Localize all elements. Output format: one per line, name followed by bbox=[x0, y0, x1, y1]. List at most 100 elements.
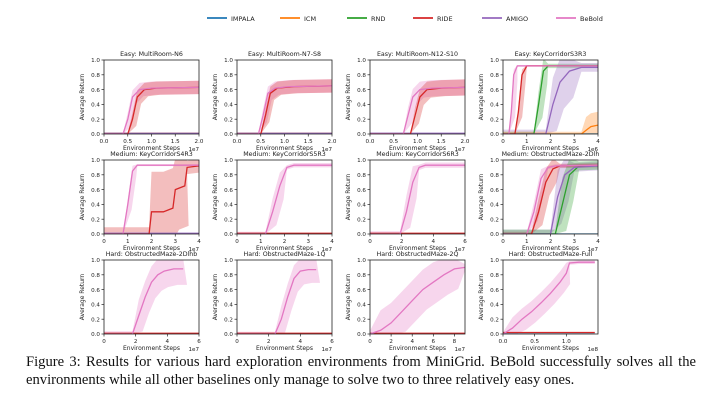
x-axis-label: Environment Steps bbox=[389, 345, 446, 352]
x-tick-label: 1.0 bbox=[147, 139, 156, 145]
y-axis-label: Average Return bbox=[79, 174, 86, 221]
y-tick-label: 1.0 bbox=[224, 58, 233, 64]
plot-area bbox=[370, 260, 465, 334]
y-tick-label: 0.4 bbox=[224, 103, 233, 109]
x-axis-label: Environment Steps bbox=[123, 345, 180, 352]
x-axis-label: Environment Steps bbox=[389, 145, 446, 152]
plot-area bbox=[237, 79, 332, 134]
y-axis-label: Average Return bbox=[478, 174, 485, 221]
subplot-12: Hard: ObstructedMaze-Full 0.0 0.2 0.4 0.6 0.8… bbox=[478, 251, 598, 352]
subplot-9: Hard: ObstructedMaze-2Dlhb 0.0 0.2 0.4 0.6 0.… bbox=[79, 251, 201, 352]
x-tick-label: 6 bbox=[330, 339, 334, 345]
y-tick-label: 0.0 bbox=[91, 332, 100, 338]
x-tick-label: 0.0 bbox=[366, 139, 375, 145]
x-scale-label: 1e7 bbox=[454, 247, 465, 253]
band-ride bbox=[503, 65, 598, 134]
subplot-grid: Easy: MultiRoom-N6 0.0 0.2 0.4 0.6 0.8 1.0 0.0 0… bbox=[79, 51, 600, 352]
line-amigo bbox=[503, 165, 598, 234]
legend-entry-amigo: AMIGO bbox=[482, 15, 528, 23]
band-amigo bbox=[503, 160, 598, 234]
axes-frame bbox=[369, 159, 466, 235]
x-scale-label: 1e7 bbox=[321, 147, 332, 153]
y-tick-label: 0.2 bbox=[357, 317, 366, 323]
subplot-title: Hard: ObstructedMaze-Full bbox=[509, 251, 593, 258]
y-tick-label: 0.6 bbox=[490, 288, 499, 294]
y-tick-label: 1.0 bbox=[357, 258, 366, 264]
x-axis-label: Environment Steps bbox=[256, 345, 313, 352]
line-bebold bbox=[104, 268, 184, 334]
y-tick-label: 0.2 bbox=[357, 117, 366, 123]
y-tick-label: 0.2 bbox=[224, 217, 233, 223]
axes-frame bbox=[502, 259, 599, 335]
plot-area bbox=[503, 160, 598, 234]
x-tick-label: 0.5 bbox=[256, 139, 265, 145]
x-scale-label: 1e7 bbox=[321, 247, 332, 253]
y-tick-label: 0.8 bbox=[357, 273, 366, 279]
y-axis-label: Average Return bbox=[212, 74, 219, 121]
subplot-title: Hard: ObstructedMaze-2Q bbox=[377, 251, 459, 258]
line-icm bbox=[503, 124, 598, 134]
subplot-title: Easy: MultiRoom-N6 bbox=[120, 51, 183, 58]
y-tick-label: 0.0 bbox=[224, 232, 233, 238]
y-tick-label: 0.6 bbox=[224, 88, 233, 94]
figure-grid: IMPALA ICM RND RIDE AMIGO BeBold Easy: MultiR… bbox=[79, 15, 603, 352]
axes-frame bbox=[369, 259, 466, 335]
y-tick-label: 0.6 bbox=[91, 288, 100, 294]
subplot-4: Easy: KeyCorridorS3R3 0.0 0.2 0.4 0.6 0.8 1.0 0… bbox=[478, 51, 600, 153]
x-scale-label: 1e7 bbox=[321, 347, 332, 352]
legend-entry-bebold: BeBold bbox=[556, 15, 603, 23]
y-tick-label: 0.8 bbox=[224, 273, 233, 279]
subplot-11: Hard: ObstructedMaze-2Q 0.0 0.2 0.4 0.6 0.8 1.… bbox=[345, 251, 465, 352]
x-tick-label: 0.5 bbox=[530, 339, 539, 345]
y-axis-label: Average Return bbox=[79, 74, 86, 121]
x-tick-label: 2 bbox=[389, 339, 393, 345]
y-tick-label: 1.0 bbox=[357, 158, 366, 164]
y-tick-label: 0.0 bbox=[357, 332, 366, 338]
plot-area bbox=[237, 163, 332, 234]
x-tick-label: 3 bbox=[572, 139, 576, 145]
legend-label: IMPALA bbox=[231, 15, 255, 23]
legend-label: RIDE bbox=[437, 15, 453, 23]
y-tick-label: 1.0 bbox=[490, 158, 499, 164]
figure-caption: Figure 3: Results for various hard explo… bbox=[26, 354, 696, 389]
band-bebold bbox=[370, 79, 465, 134]
axes-frame bbox=[236, 59, 333, 135]
y-axis-label: Average Return bbox=[478, 274, 485, 321]
subplot-title: Medium: KeyCorridorS4R3 bbox=[110, 151, 193, 158]
legend-entry-ride: RIDE bbox=[413, 15, 453, 23]
band-bebold bbox=[370, 162, 465, 234]
x-tick-label: 2 bbox=[400, 239, 404, 245]
x-tick-label: 4 bbox=[596, 139, 600, 145]
y-tick-label: 0.2 bbox=[490, 217, 499, 223]
line-bebold bbox=[503, 65, 598, 134]
y-tick-label: 1.0 bbox=[357, 58, 366, 64]
band-icm bbox=[503, 111, 598, 134]
y-tick-label: 0.4 bbox=[490, 303, 499, 309]
band-ride bbox=[503, 160, 598, 234]
line-bebold bbox=[370, 86, 465, 134]
line-bebold bbox=[104, 86, 199, 134]
y-tick-label: 0.4 bbox=[357, 303, 366, 309]
plot-area bbox=[104, 160, 199, 234]
band-rnd bbox=[503, 160, 598, 234]
band-ride bbox=[104, 160, 199, 234]
subplot-title: Hard: ObstructedMaze-2Dlhb bbox=[106, 251, 198, 258]
x-tick-label: 6 bbox=[197, 339, 201, 345]
x-tick-label: 1.5 bbox=[437, 139, 446, 145]
plot-area bbox=[104, 260, 199, 334]
x-axis-label: Environment Steps bbox=[256, 245, 313, 252]
band-bebold bbox=[237, 260, 320, 334]
y-tick-label: 0.8 bbox=[224, 73, 233, 79]
legend-entry-impala: IMPALA bbox=[207, 15, 255, 23]
x-tick-label: 0.0 bbox=[233, 139, 242, 145]
y-axis-label: Average Return bbox=[345, 274, 352, 321]
subplot-10: Hard: ObstructedMaze-1Q 0.0 0.2 0.4 0.6 0.8 1.… bbox=[212, 251, 334, 352]
legend-entry-icm: ICM bbox=[280, 15, 316, 23]
x-tick-label: 0 bbox=[501, 239, 505, 245]
x-tick-label: 1.0 bbox=[562, 339, 571, 345]
y-tick-label: 0.4 bbox=[91, 303, 100, 309]
x-tick-label: 4 bbox=[410, 339, 414, 345]
x-scale-label: 1e7 bbox=[188, 147, 199, 153]
x-tick-label: 1 bbox=[259, 239, 263, 245]
y-tick-label: 0.6 bbox=[357, 188, 366, 194]
